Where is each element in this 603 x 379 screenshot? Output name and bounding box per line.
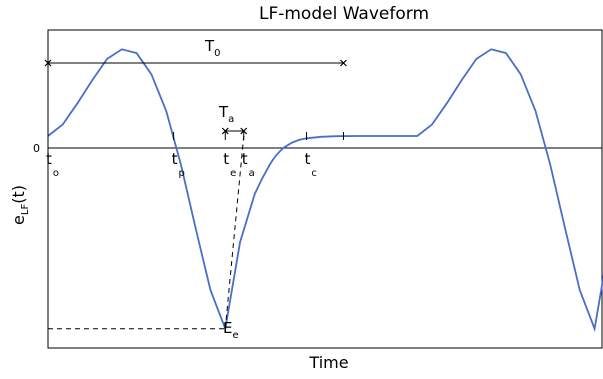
time-marker-to: to bbox=[46, 132, 59, 179]
time-marker-ta: ta bbox=[242, 132, 255, 179]
period-t0-label: T0 bbox=[204, 37, 221, 59]
svg-text:to: to bbox=[46, 150, 59, 179]
svg-text:Ee: Ee bbox=[223, 319, 239, 341]
x-axis-label: Time bbox=[308, 353, 348, 372]
time-marker-te: te bbox=[223, 132, 236, 179]
period-t0-marker bbox=[44, 59, 347, 67]
y-axis-label: eLF(t) bbox=[9, 185, 31, 225]
ta-label: Ta bbox=[218, 103, 234, 125]
ee-label: Ee bbox=[223, 319, 239, 341]
y-tick-zero: 0 bbox=[33, 142, 40, 155]
svg-text:Ta: Ta bbox=[218, 103, 234, 125]
svg-text:tp: tp bbox=[172, 150, 185, 179]
svg-text:ta: ta bbox=[242, 150, 255, 179]
plot-frame bbox=[47, 29, 603, 349]
svg-text:tc: tc bbox=[305, 150, 317, 179]
time-marker-tc: tc bbox=[305, 132, 317, 179]
svg-text:eLF(t): eLF(t) bbox=[9, 185, 31, 225]
ta-interval-marker bbox=[221, 127, 248, 135]
svg-text:te: te bbox=[223, 150, 236, 179]
lf-waveform-line bbox=[47, 48, 603, 333]
chart-title: LF-model Waveform bbox=[259, 4, 429, 24]
svg-text:T0: T0 bbox=[204, 37, 221, 59]
time-marker-tp: tp bbox=[172, 132, 185, 179]
